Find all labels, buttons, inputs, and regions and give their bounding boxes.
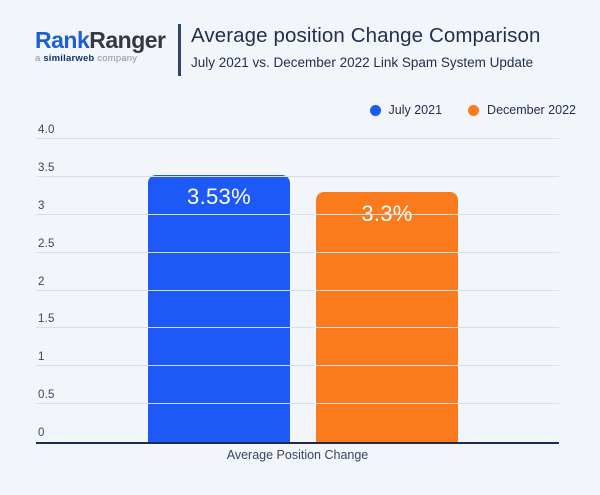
bar-december-2022[interactable]: 3.3%: [316, 192, 458, 442]
page-subtitle: July 2021 vs. December 2022 Link Spam Sy…: [191, 55, 534, 70]
gridline: [36, 138, 559, 139]
legend-item-december-2022[interactable]: December 2022: [468, 103, 576, 117]
tagline-suffix: company: [94, 53, 138, 64]
gridline: [36, 213, 559, 215]
legend-dot-blue-icon: [369, 104, 381, 116]
gridline: [36, 289, 559, 291]
bar-july-2021[interactable]: 3.53%: [148, 174, 290, 442]
gridline: [36, 175, 559, 177]
legend-dot-orange-icon: [468, 104, 480, 116]
gridline: [36, 327, 559, 329]
y-tick-label: 1: [38, 351, 45, 364]
page-title: Average position Change Comparison: [191, 24, 541, 47]
plot-area: 3.53% 3.3% 4.0 3.5 3 2.5 2 1.5 1 0.5 0: [36, 124, 559, 444]
legend-item-july-2021[interactable]: July 2021: [369, 103, 443, 117]
gridline: [36, 365, 559, 367]
chart-legend: July 2021 December 2022: [369, 103, 576, 117]
tagline-prefix: a: [35, 53, 44, 64]
gridline: [36, 403, 559, 405]
x-axis-label: Average Position Change: [226, 448, 369, 462]
rankranger-logo: RankRanger a similarweb company: [35, 27, 166, 64]
y-tick-label: 2: [38, 275, 45, 288]
tagline-similarweb: similarweb: [43, 53, 95, 64]
logo-ranger-text: Ranger: [89, 27, 166, 53]
logo-rank-text: Rank: [35, 27, 90, 53]
y-tick-label: 0.5: [38, 389, 55, 402]
y-tick-label: 4.0: [38, 124, 55, 136]
bar-value-label: 3.53%: [187, 183, 251, 209]
header-divider: [178, 24, 181, 76]
y-tick-label: 3: [38, 199, 45, 212]
header-titles: Average position Change Comparison July …: [191, 22, 591, 73]
legend-label: December 2022: [487, 103, 576, 117]
logo-tagline: a similarweb company: [35, 53, 166, 64]
y-tick-label: 2.5: [38, 237, 55, 250]
y-tick-label: 3.5: [38, 161, 55, 174]
y-tick-label: 1.5: [38, 313, 55, 326]
logo-wordmark: RankRanger: [35, 27, 166, 53]
y-tick-label: 0: [38, 427, 45, 439]
legend-label: July 2021: [388, 103, 443, 117]
bar-value-label: 3.3%: [361, 201, 413, 227]
gridline: [36, 251, 559, 253]
